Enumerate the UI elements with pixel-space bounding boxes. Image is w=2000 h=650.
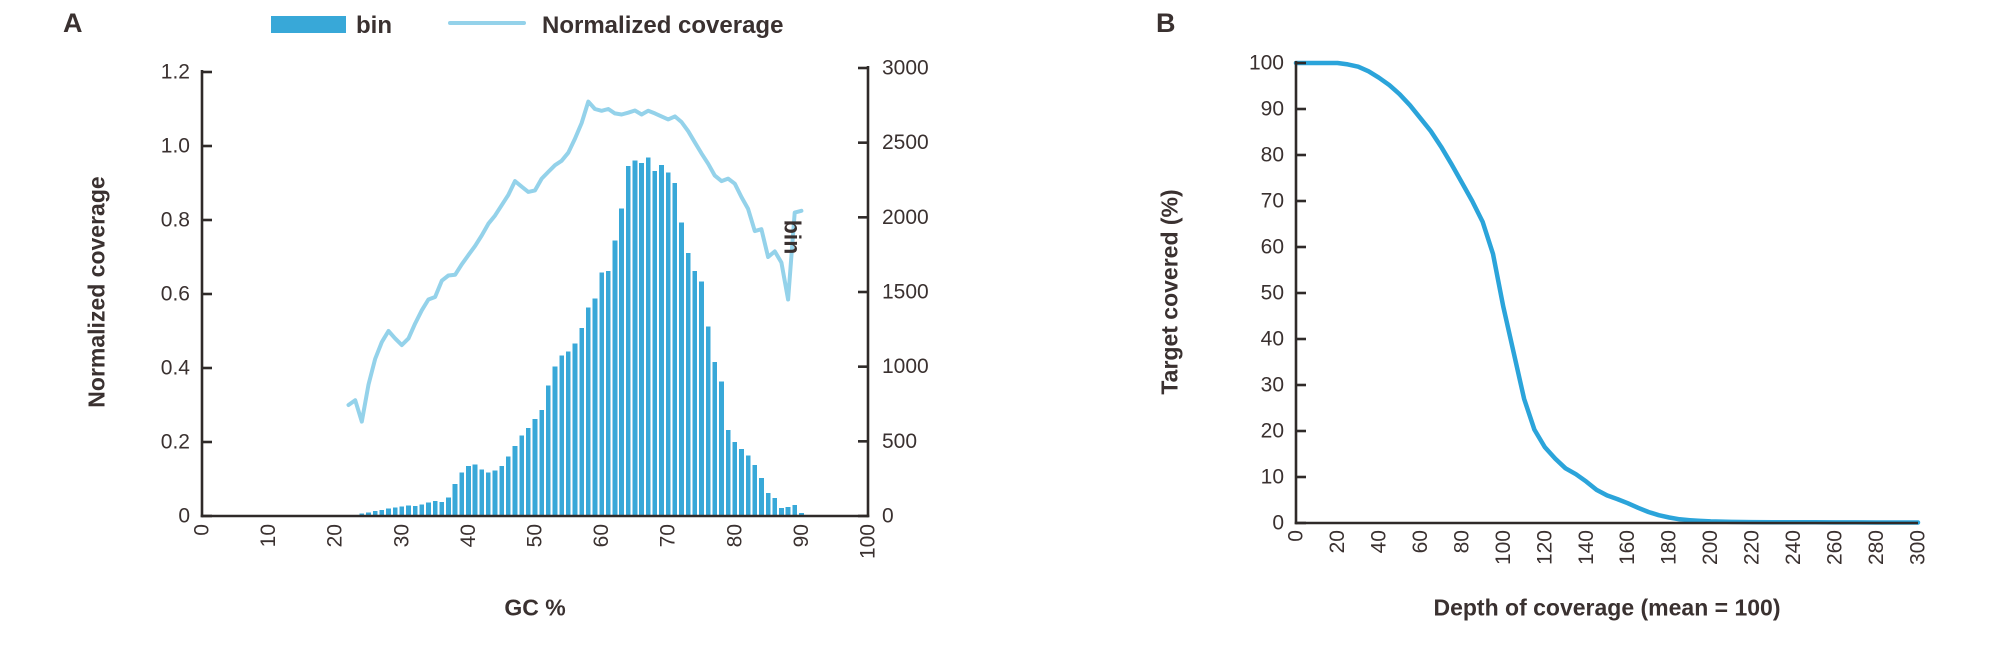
svg-text:30: 30: [1261, 374, 1284, 397]
svg-text:140: 140: [1575, 530, 1598, 565]
svg-text:0: 0: [178, 505, 190, 528]
svg-text:40: 40: [457, 524, 480, 547]
svg-text:10: 10: [1261, 466, 1284, 489]
svg-text:40: 40: [1261, 328, 1284, 351]
svg-text:160: 160: [1616, 530, 1639, 565]
svg-text:30: 30: [390, 524, 413, 547]
svg-text:70: 70: [1261, 190, 1284, 213]
svg-text:0.8: 0.8: [161, 209, 190, 232]
svg-text:70: 70: [657, 524, 680, 547]
svg-text:1.0: 1.0: [161, 135, 190, 158]
panel-b-target-covered-line: [1293, 60, 1921, 525]
svg-text:60: 60: [1261, 236, 1284, 259]
svg-text:0.4: 0.4: [161, 357, 191, 380]
panel-a-normalized-coverage-line: [346, 99, 804, 424]
svg-text:90: 90: [790, 524, 813, 547]
svg-text:90: 90: [1261, 98, 1284, 121]
panel-a-right-axis-title: bin: [779, 219, 806, 255]
svg-text:500: 500: [882, 430, 917, 453]
svg-text:1500: 1500: [882, 281, 929, 304]
panel-a-left-axis-title: Normalized coverage: [83, 176, 110, 408]
panel-b-x-axis-title: Depth of coverage (mean = 100): [1433, 594, 1781, 621]
panel-a-axes: [200, 66, 870, 518]
svg-text:180: 180: [1658, 530, 1681, 565]
legend-normalized-coverage-swatch: [448, 21, 526, 25]
svg-text:300: 300: [1907, 530, 1930, 565]
svg-text:100: 100: [857, 524, 880, 559]
svg-text:1.2: 1.2: [161, 61, 190, 84]
svg-text:0: 0: [882, 505, 894, 528]
svg-text:40: 40: [1367, 530, 1390, 553]
panel-b-y-axis-title: Target covered (%): [1156, 189, 1183, 395]
svg-text:10: 10: [257, 524, 280, 547]
svg-text:0.2: 0.2: [161, 431, 190, 454]
panel-a-bars: [359, 157, 804, 517]
svg-text:100: 100: [1492, 530, 1515, 565]
panel-a-letter: A: [63, 8, 83, 38]
svg-text:60: 60: [590, 524, 613, 547]
panel-b-tick-labels: 0 10 20 30 40 50 60 70 80 90 100 0 20 40 60 80 100 120 140…: [1249, 52, 1930, 566]
svg-text:80: 80: [1450, 530, 1473, 553]
svg-text:0: 0: [1272, 512, 1284, 535]
svg-text:100: 100: [1249, 52, 1284, 75]
svg-text:2000: 2000: [882, 206, 929, 229]
svg-text:120: 120: [1533, 530, 1556, 565]
panel-a-tick-labels: 00.20.40.60.81.01.2050010001500200025003…: [161, 57, 929, 560]
svg-text:200: 200: [1699, 530, 1722, 565]
svg-text:20: 20: [324, 524, 347, 547]
svg-text:1000: 1000: [882, 355, 929, 378]
panel-b-axes: [1294, 61, 1918, 525]
svg-text:60: 60: [1409, 530, 1432, 553]
legend-bin-label: bin: [356, 12, 392, 39]
svg-text:50: 50: [1261, 282, 1284, 305]
svg-text:0.6: 0.6: [161, 283, 190, 306]
svg-text:260: 260: [1824, 530, 1847, 565]
svg-text:80: 80: [723, 524, 746, 547]
svg-text:0: 0: [1285, 530, 1308, 542]
svg-text:280: 280: [1865, 530, 1888, 565]
svg-text:3000: 3000: [882, 57, 929, 80]
svg-text:20: 20: [1261, 420, 1284, 443]
legend-normalized-coverage-label: Normalized coverage: [542, 12, 784, 39]
svg-text:20: 20: [1326, 530, 1349, 553]
svg-text:80: 80: [1261, 144, 1284, 167]
svg-text:50: 50: [524, 524, 547, 547]
svg-text:0: 0: [191, 524, 214, 536]
legend-bin-swatch: [271, 16, 346, 33]
panel-b-letter: B: [1156, 8, 1176, 38]
svg-text:220: 220: [1741, 530, 1764, 565]
svg-text:240: 240: [1782, 530, 1805, 565]
panel-a-x-axis-title: GC %: [504, 594, 566, 621]
svg-text:2500: 2500: [882, 131, 929, 154]
